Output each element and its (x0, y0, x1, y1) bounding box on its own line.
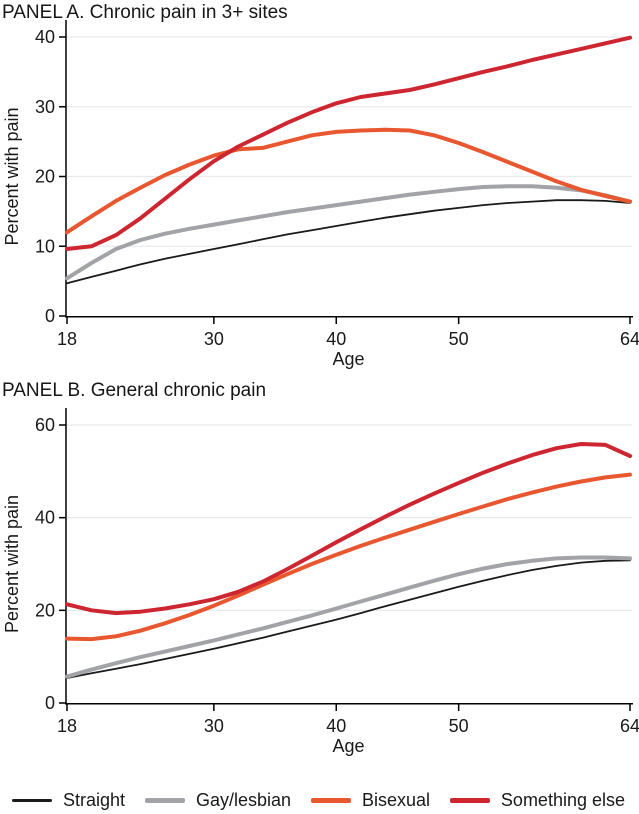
svg-text:64: 64 (620, 716, 639, 736)
svg-text:40: 40 (326, 329, 346, 349)
svg-text:30: 30 (35, 97, 55, 117)
legend-swatch-bisexual (310, 798, 351, 803)
svg-text:Age: Age (332, 736, 364, 756)
legend: Straight Gay/lesbian Bisexual Something els… (0, 787, 639, 814)
line-something-else (65, 442, 632, 616)
legend-swatch-gay-lesbian (144, 798, 185, 803)
series-lines (65, 35, 632, 285)
legend-swatch-straight (12, 799, 52, 802)
svg-text:20: 20 (35, 600, 55, 620)
panel-a-title: PANEL A. Chronic pain in 3+ sites (2, 2, 288, 23)
svg-text:0: 0 (45, 306, 55, 326)
svg-text:40: 40 (35, 508, 55, 528)
svg-text:Percent with pain: Percent with pain (2, 107, 22, 245)
line-gay-lesbian (65, 555, 632, 679)
svg-text:20: 20 (35, 167, 55, 187)
svg-text:60: 60 (35, 415, 55, 435)
svg-text:40: 40 (326, 716, 346, 736)
y-axis: 0 10 20 30 40 Percent with pain (2, 20, 67, 326)
line-gay-lesbian (65, 184, 632, 281)
x-axis: 18 30 40 50 64 Age (57, 316, 639, 369)
line-bisexual (65, 127, 632, 235)
legend-item-bisexual: Bisexual (310, 790, 430, 811)
legend-label-gay-lesbian: Gay/lesbian (195, 790, 292, 810)
svg-text:18: 18 (57, 329, 77, 349)
x-axis: 18 30 40 50 64 Age (57, 703, 639, 756)
legend-swatch-something-else (449, 798, 490, 803)
svg-text:64: 64 (620, 329, 639, 349)
series-lines (65, 442, 632, 679)
svg-text:18: 18 (57, 716, 77, 736)
svg-text:0: 0 (45, 693, 55, 713)
svg-text:40: 40 (35, 27, 55, 47)
line-something-else (65, 35, 632, 251)
legend-item-something-else: Something else (449, 790, 625, 811)
y-axis: 0 20 40 60 Percent with pain (2, 408, 67, 713)
svg-text:30: 30 (204, 329, 224, 349)
svg-text:30: 30 (204, 716, 224, 736)
panel-b-title: PANEL B. General chronic pain (2, 380, 267, 401)
svg-text:50: 50 (449, 329, 469, 349)
legend-label-something-else: Something else (500, 790, 625, 810)
line-straight (66, 559, 631, 679)
line-bisexual (65, 472, 632, 642)
legend-item-gay-lesbian: Gay/lesbian (144, 790, 292, 811)
svg-text:Age: Age (332, 349, 364, 369)
svg-text:10: 10 (35, 236, 55, 256)
legend-label-bisexual: Bisexual (361, 790, 430, 810)
legend-item-straight: Straight (12, 790, 125, 811)
svg-text:50: 50 (449, 716, 469, 736)
panel-a-chart: 0 10 20 30 40 Percent with pain 18 30 40 50 64 Age (2, 20, 639, 369)
gridlines (67, 36, 632, 247)
legend-label-straight: Straight (63, 790, 126, 810)
svg-text:Percent with pain: Percent with pain (2, 495, 22, 633)
line-straight (66, 199, 631, 285)
panel-b-chart: 0 20 40 60 Percent with pain 18 30 40 50 64 Age (2, 408, 639, 756)
